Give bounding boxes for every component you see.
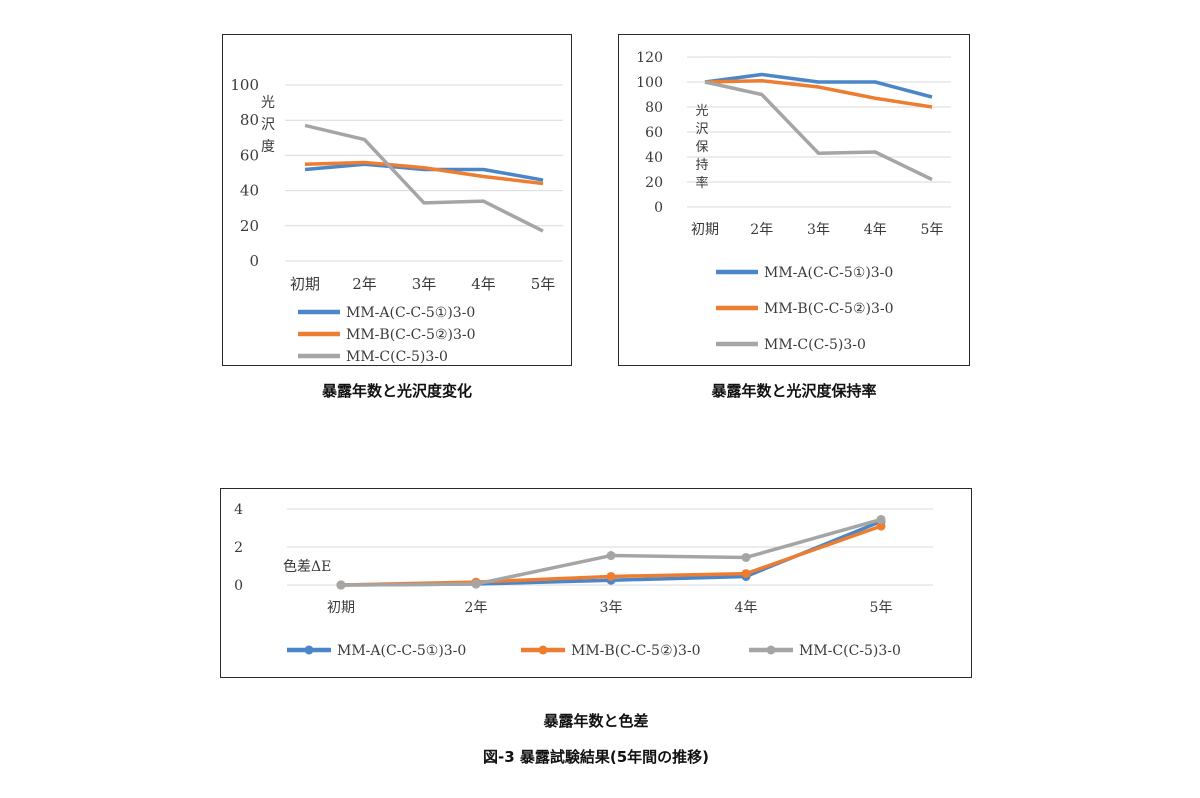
gloss-chart: 0 20 40 60 80 100 初期 2年 3年 4年 5年 光沢度 MM-A(C-C-5①)3-0… <box>230 76 563 365</box>
legend-entry: MM-C(C-5)3-0 <box>799 643 901 659</box>
gloss-retention-chart-title: 暴露年数と光沢度保持率 <box>711 382 877 400</box>
y-tick-label: 100 <box>636 75 663 91</box>
series-line-mm-c-c-5-3-0 <box>704 80 933 182</box>
y-axis-label: 度 <box>261 139 275 155</box>
legend-marker <box>538 645 548 655</box>
x-tick-label: 3年 <box>412 275 437 293</box>
x-tick-label: 5年 <box>921 222 944 238</box>
x-tick-label: 2年 <box>352 275 377 293</box>
gloss-chart-panel: 0 20 40 60 80 100 初期 2年 3年 4年 5年 光沢度 MM-A(C-C-5①)3-0… <box>222 34 572 366</box>
data-point <box>876 521 886 531</box>
series-line-mm-c-c-5-3-0 <box>304 123 544 233</box>
legend-entry: MM-C(C-5)3-0 <box>346 349 448 365</box>
legend-entry: MM-B(C-C-5②)3-0 <box>764 301 894 317</box>
x-tick-label: 初期 <box>327 599 355 616</box>
legend-marker <box>766 645 776 655</box>
x-tick-label: 3年 <box>600 600 623 616</box>
x-tick-label: 4年 <box>735 600 758 616</box>
gloss-chart-title: 暴露年数と光沢度変化 <box>321 382 472 400</box>
y-tick-label: 40 <box>645 150 663 166</box>
y-tick-label: 120 <box>636 50 663 66</box>
y-tick-label: 20 <box>240 217 259 235</box>
series-line-mm-b-c-c-5-3-0 <box>304 160 544 186</box>
y-axis-label: 光 <box>261 95 275 111</box>
y-tick-label: 80 <box>240 111 259 129</box>
data-point <box>741 552 751 562</box>
legend-entry: MM-A(C-C-5①)3-0 <box>337 643 466 659</box>
x-tick-label: 5年 <box>870 600 893 616</box>
y-axis-label: 沢 <box>695 122 708 137</box>
x-tick-label: 4年 <box>471 275 496 293</box>
legend-entry: MM-B(C-C-5②)3-0 <box>346 327 476 343</box>
y-tick-label: 60 <box>645 125 663 141</box>
color-difference-chart-title: 暴露年数と色差 <box>543 712 649 730</box>
y-axis-label: 率 <box>695 175 708 191</box>
x-tick-label: 3年 <box>807 222 830 238</box>
y-tick-label: 20 <box>645 175 663 191</box>
legend-entry: MM-C(C-5)3-0 <box>764 337 866 353</box>
data-point <box>336 580 346 590</box>
data-point <box>741 569 751 579</box>
x-tick-label: 初期 <box>691 221 719 238</box>
legend-entry: MM-B(C-C-5②)3-0 <box>571 643 701 659</box>
legend-marker <box>304 645 314 655</box>
x-tick-label: 初期 <box>290 275 320 293</box>
gloss-retention-chart-panel: 0 20 40 60 80 100 120 初期 2年 3年 4年 5年 光沢保持率 MM-A(C-C-5… <box>618 34 970 366</box>
color-difference-chart: 0 2 4 初期 2年 3年 4年 5年 色差ΔE MM-A(C-C-5①)3-0 MM-B(C-C… <box>234 502 933 659</box>
y-tick-label: 0 <box>234 578 243 594</box>
y-axis-label: 保 <box>695 140 708 155</box>
y-axis-label: 沢 <box>261 117 275 133</box>
y-tick-label: 0 <box>654 200 663 216</box>
y-axis-label: 持 <box>695 158 708 173</box>
x-tick-label: 2年 <box>750 222 773 238</box>
color-difference-chart-panel: 0 2 4 初期 2年 3年 4年 5年 色差ΔE MM-A(C-C-5①)3-0 MM-B(C-C… <box>220 488 972 678</box>
y-axis-label: 光 <box>695 104 708 119</box>
y-tick-label: 2 <box>234 540 243 556</box>
y-tick-label: 100 <box>230 76 259 94</box>
x-tick-label: 4年 <box>864 222 887 238</box>
y-tick-label: 40 <box>240 182 259 200</box>
data-point <box>606 571 616 581</box>
y-axis-label: 色差ΔE <box>283 558 331 575</box>
series-line-mm-b-c-c-5-3-0 <box>704 79 933 109</box>
data-point <box>876 514 886 524</box>
y-tick-label: 0 <box>249 252 259 270</box>
y-tick-label: 80 <box>645 100 663 116</box>
data-point <box>471 579 481 589</box>
legend-entry: MM-A(C-C-5①)3-0 <box>346 305 475 321</box>
y-tick-label: 60 <box>240 146 259 164</box>
x-tick-label: 2年 <box>465 600 488 616</box>
y-tick-label: 4 <box>234 502 243 518</box>
series-line-mm-a-c-c-5-3-0 <box>704 72 933 99</box>
x-tick-label: 5年 <box>531 275 556 293</box>
legend-entry: MM-A(C-C-5①)3-0 <box>764 265 893 281</box>
figure-caption: 図-3 暴露試験結果(5年間の推移) <box>482 748 710 766</box>
data-point <box>606 551 616 561</box>
